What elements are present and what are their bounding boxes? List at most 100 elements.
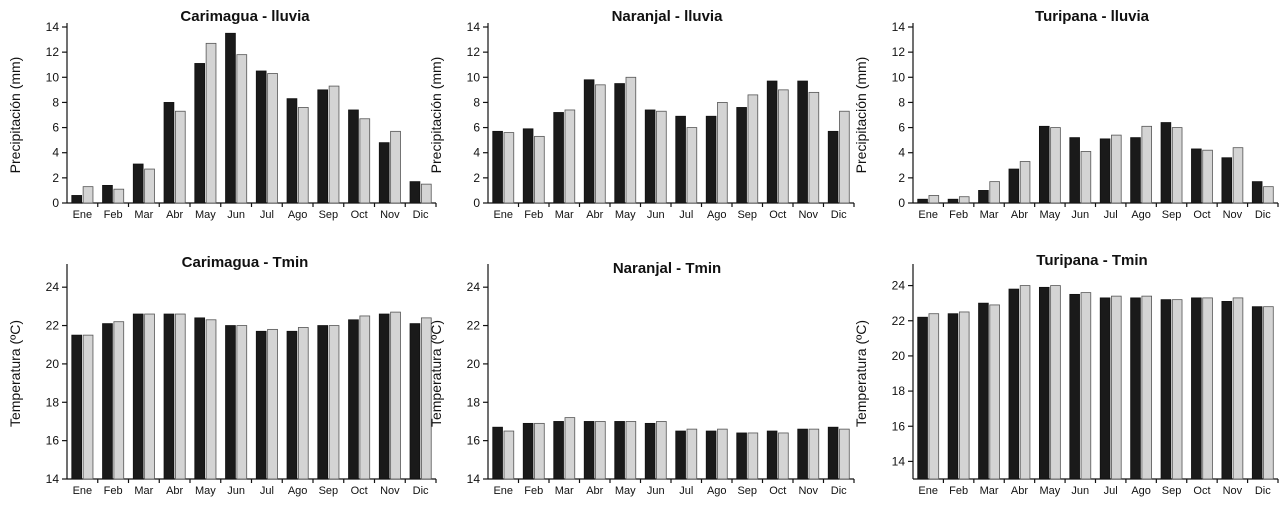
chart-carimagua-tmin-xtick-label-oct: Oct xyxy=(351,485,368,497)
chart-naranjal-lluvia-ytick-label: 14 xyxy=(467,20,481,34)
chart-turipana-lluvia-bar-ene-series-1 xyxy=(917,198,928,204)
chart-carimagua-tmin-bar-jun-series-1 xyxy=(225,325,236,480)
chart-turipana-lluvia-bar-jul-series-1 xyxy=(1099,138,1111,204)
chart-turipana-lluvia-ytick-label: 2 xyxy=(898,171,905,185)
chart-carimagua-lluvia-xtick-label-sep: Sep xyxy=(319,209,339,221)
chart-turipana-tmin-bar-may-series-1 xyxy=(1038,286,1050,480)
chart-naranjal-tmin-bar-jun-series-2 xyxy=(656,421,667,480)
chart-turipana-tmin-title: Turipana - Tmin xyxy=(1036,252,1147,269)
chart-naranjal-lluvia: Naranjal - lluvia Precipitación (mm) 0 2 4 6 8… xyxy=(428,8,855,221)
chart-turipana-tmin-bar-ago-series-1 xyxy=(1130,297,1141,480)
chart-naranjal-lluvia-xtick-label-oct: Oct xyxy=(769,209,786,221)
chart-turipana-lluvia-bar-dic-series-2 xyxy=(1263,186,1274,204)
chart-turipana-tmin-bar-mar-series-1 xyxy=(978,302,989,480)
chart-carimagua-lluvia-ytick-label: 2 xyxy=(52,171,59,185)
chart-carimagua-tmin-xtick-label-nov: Nov xyxy=(380,485,400,497)
chart-carimagua-lluvia-ytick-label: 12 xyxy=(46,45,60,59)
chart-turipana-tmin-bar-ago-series-2 xyxy=(1141,295,1153,480)
chart-naranjal-tmin-xtick-label-jul: Jul xyxy=(679,485,693,497)
chart-naranjal-tmin-xtick-label-nov: Nov xyxy=(798,485,818,497)
chart-naranjal-tmin-xtick-label-sep: Sep xyxy=(737,485,757,497)
chart-naranjal-tmin-bar-nov-series-2 xyxy=(808,428,820,480)
chart-turipana-tmin-bar-oct-series-1 xyxy=(1191,297,1202,480)
chart-carimagua-lluvia-bar-oct-series-2 xyxy=(359,118,371,204)
chart-naranjal-tmin-ytick-label: 20 xyxy=(467,357,481,371)
chart-carimagua-lluvia-bar-feb-series-2 xyxy=(113,188,125,204)
chart-carimagua-tmin-bar-may-series-2 xyxy=(205,319,217,480)
chart-naranjal-tmin-ytick-label: 18 xyxy=(467,395,481,409)
chart-carimagua-tmin-bar-feb-series-1 xyxy=(102,323,113,480)
chart-naranjal-lluvia-ytick-label: 4 xyxy=(473,146,480,160)
chart-naranjal-tmin-ytick-label: 24 xyxy=(467,280,481,294)
chart-carimagua-tmin-bar-sep-series-2 xyxy=(328,325,340,480)
chart-carimagua-lluvia-bar-oct-series-1 xyxy=(348,109,359,204)
chart-naranjal-lluvia-xtick-label-sep: Sep xyxy=(737,209,757,221)
chart-naranjal-lluvia-ytick-label: 8 xyxy=(473,95,480,109)
chart-carimagua-tmin-ytick-label: 16 xyxy=(46,434,60,448)
chart-turipana-tmin-bar-dic-series-1 xyxy=(1251,306,1263,480)
chart-turipana-tmin-ytick-label: 20 xyxy=(892,349,906,363)
chart-turipana-tmin-bar-mar-series-2 xyxy=(989,304,1000,480)
chart-carimagua-tmin-bar-ago-series-1 xyxy=(286,330,298,480)
chart-carimagua-tmin-bar-feb-series-2 xyxy=(113,321,125,480)
chart-turipana-tmin-xtick-label-jun: Jun xyxy=(1071,485,1089,497)
chart-carimagua-tmin-bar-abr-series-2 xyxy=(174,313,186,480)
chart-carimagua-tmin-ylabel: Temperatura (ºC) xyxy=(7,320,23,427)
chart-naranjal-lluvia-bar-oct-series-1 xyxy=(766,80,778,204)
chart-naranjal-lluvia-ytick-label: 10 xyxy=(467,70,481,84)
chart-turipana-lluvia-xtick-label-dic: Dic xyxy=(1255,209,1271,221)
chart-naranjal-lluvia-bar-dic-series-1 xyxy=(827,130,839,204)
chart-carimagua-lluvia-xtick-label-ago: Ago xyxy=(288,209,308,221)
chart-naranjal-tmin: Naranjal - Tmin Temperatura (ºC) 14 16 18 20 2… xyxy=(428,260,855,497)
chart-turipana-lluvia-xtick-label-feb: Feb xyxy=(949,209,968,221)
chart-turipana-tmin-xtick-label-jul: Jul xyxy=(1104,485,1118,497)
chart-turipana-lluvia-bar-jun-series-2 xyxy=(1080,151,1092,204)
chart-naranjal-tmin-xtick-label-may: May xyxy=(615,485,636,497)
chart-naranjal-tmin-bar-ene-series-1 xyxy=(492,426,503,480)
chart-turipana-lluvia-xtick-label-nov: Nov xyxy=(1223,209,1243,221)
chart-carimagua-tmin-xtick-label-sep: Sep xyxy=(319,485,339,497)
chart-turipana-tmin-xtick-label-abr: Abr xyxy=(1011,485,1028,497)
chart-naranjal-tmin-ytick-label: 14 xyxy=(467,472,481,486)
chart-turipana-tmin-ytick-label: 24 xyxy=(892,279,906,293)
chart-naranjal-lluvia-bar-sep-series-1 xyxy=(736,107,747,204)
chart-naranjal-lluvia-bar-jul-series-2 xyxy=(686,127,698,204)
chart-turipana-lluvia-bar-ago-series-1 xyxy=(1130,137,1141,204)
chart-naranjal-tmin-xtick-label-abr: Abr xyxy=(586,485,603,497)
chart-carimagua-lluvia-bar-mar-series-1 xyxy=(132,163,144,204)
chart-naranjal-tmin-bar-feb-series-2 xyxy=(534,422,545,480)
chart-carimagua-tmin-bar-dic-series-2 xyxy=(420,317,432,480)
chart-turipana-lluvia-bar-feb-series-2 xyxy=(958,196,970,204)
chart-turipana-tmin-bar-ene-series-1 xyxy=(917,316,928,480)
chart-naranjal-tmin-xtick-label-ago: Ago xyxy=(707,485,727,497)
chart-carimagua-tmin-xtick-label-jun: Jun xyxy=(227,485,245,497)
chart-carimagua-tmin-xtick-label-dic: Dic xyxy=(413,485,429,497)
chart-turipana-lluvia-bar-ago-series-2 xyxy=(1141,125,1153,204)
chart-carimagua-tmin-bar-ene-series-2 xyxy=(82,334,94,480)
chart-carimagua-tmin-xtick-label-mar: Mar xyxy=(134,485,153,497)
chart-turipana-tmin-bar-feb-series-1 xyxy=(947,313,959,480)
chart-carimagua-lluvia-bar-jun-series-2 xyxy=(236,54,248,204)
chart-naranjal-lluvia-bar-oct-series-2 xyxy=(778,89,789,204)
chart-carimagua-lluvia-xtick-label-abr: Abr xyxy=(166,209,183,221)
chart-naranjal-lluvia-xtick-label-feb: Feb xyxy=(524,209,543,221)
chart-naranjal-tmin-bar-ene-series-2 xyxy=(503,430,515,480)
chart-carimagua-tmin-bar-mar-series-2 xyxy=(144,313,155,480)
chart-carimagua-lluvia-xtick-label-ene: Ene xyxy=(73,209,93,221)
chart-turipana-tmin-ylabel: Temperatura (ºC) xyxy=(853,320,869,427)
chart-turipana-lluvia-bar-mar-series-2 xyxy=(989,181,1000,204)
chart-carimagua-tmin-xtick-label-ago: Ago xyxy=(288,485,308,497)
chart-carimagua-tmin-ytick-label: 20 xyxy=(46,357,60,371)
chart-carimagua-lluvia-bar-ene-series-2 xyxy=(82,186,94,204)
chart-turipana-lluvia-bar-abr-series-2 xyxy=(1019,161,1031,204)
chart-carimagua-lluvia-bar-may-series-1 xyxy=(194,63,206,204)
chart-naranjal-tmin-bar-jul-series-2 xyxy=(686,428,698,480)
chart-turipana-lluvia-xtick-label-ene: Ene xyxy=(918,209,938,221)
chart-turipana-tmin-ytick-label: 18 xyxy=(892,384,906,398)
chart-naranjal-lluvia-bar-ene-series-1 xyxy=(492,130,503,204)
chart-turipana-lluvia-ytick-label: 10 xyxy=(892,70,906,84)
chart-carimagua-lluvia-bar-feb-series-1 xyxy=(102,184,113,204)
chart-carimagua-tmin-ytick-label: 18 xyxy=(46,395,60,409)
chart-naranjal-tmin-bar-oct-series-2 xyxy=(778,432,789,480)
chart-carimagua-tmin-bar-nov-series-2 xyxy=(390,311,401,480)
